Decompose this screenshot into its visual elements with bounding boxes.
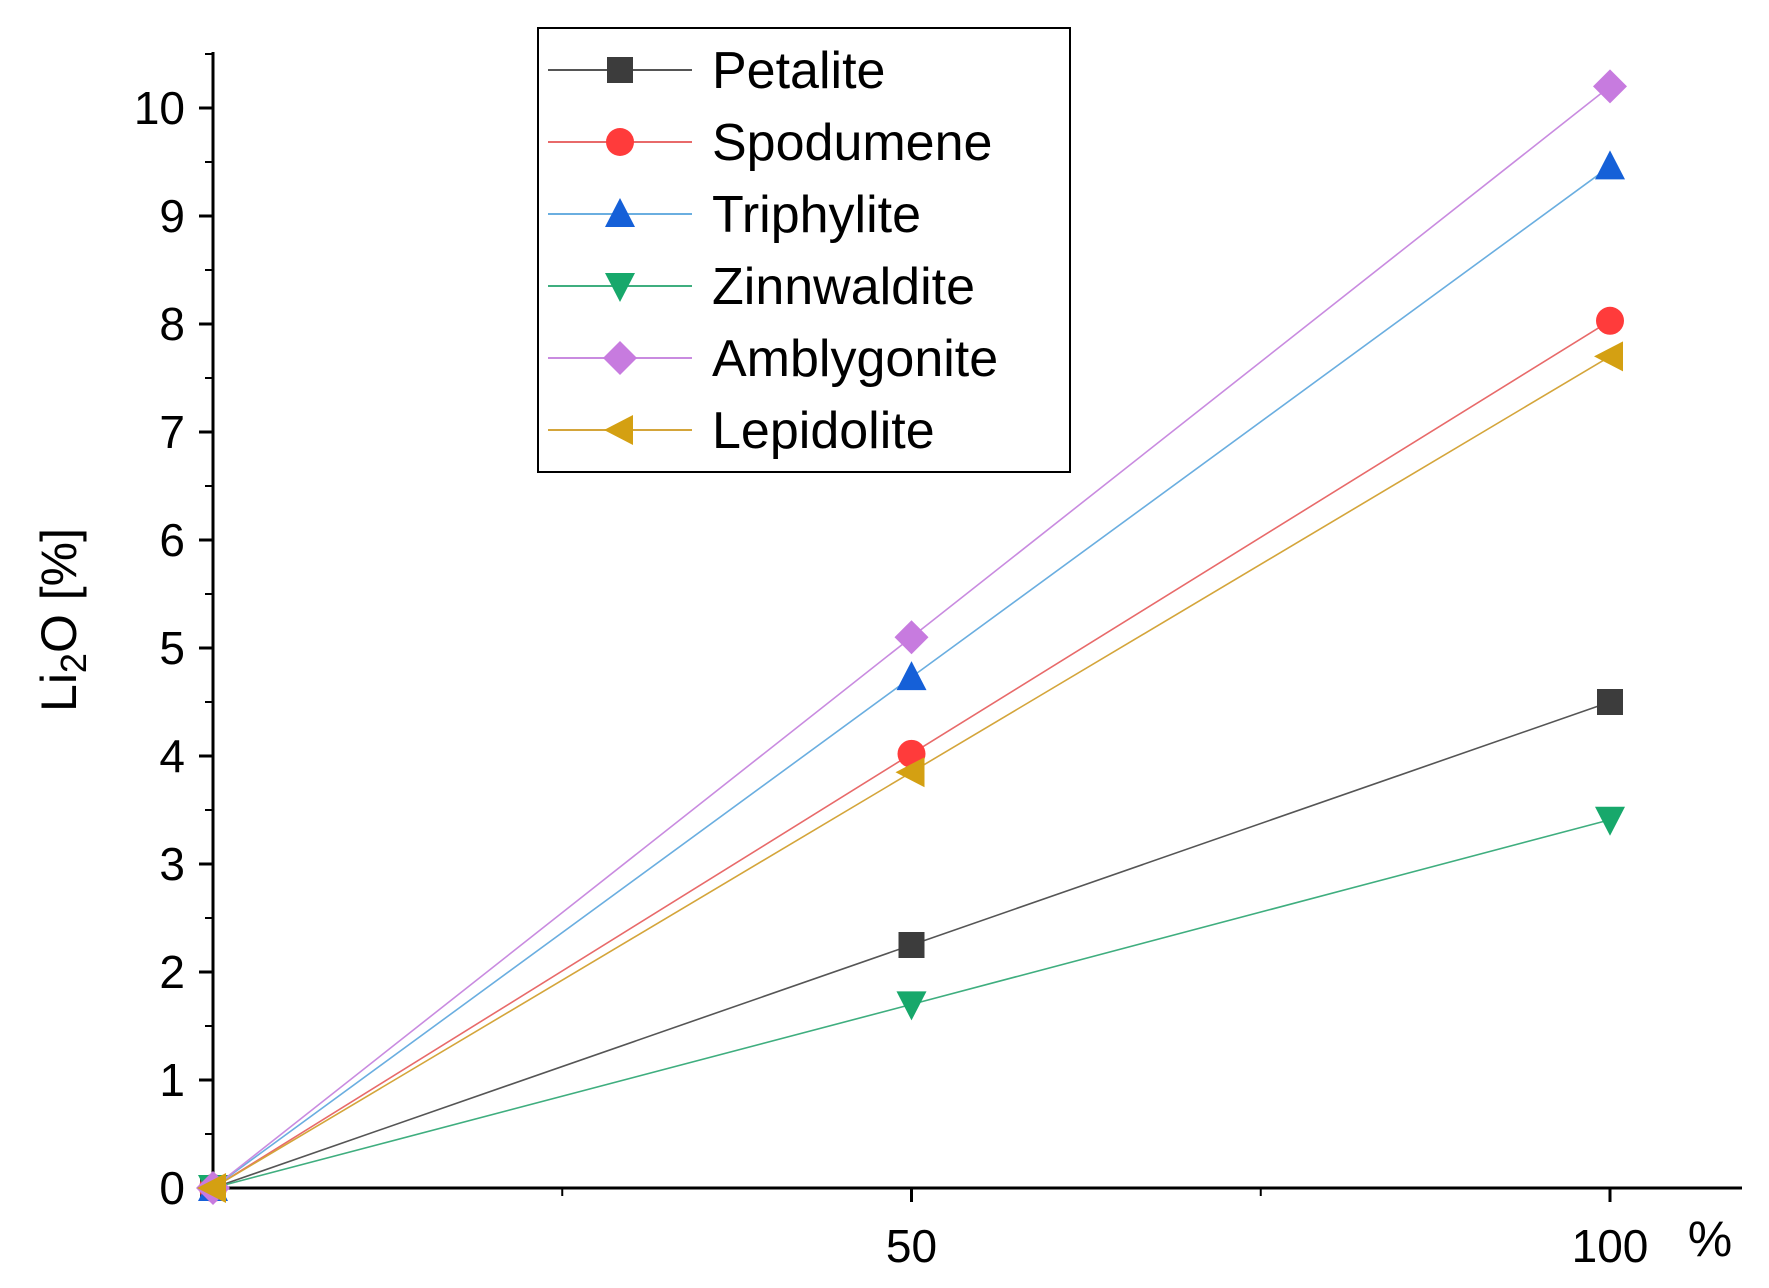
legend-item-lepidolite: Lepidolite bbox=[548, 402, 935, 460]
y-tick-label: 10 bbox=[134, 82, 185, 134]
y-tick-label: 1 bbox=[159, 1054, 185, 1106]
legend: Petalite Spodumene Triphylite Zinnwaldite Am… bbox=[537, 27, 1071, 473]
legend-label-amblygonite: Amblygonite bbox=[712, 330, 998, 388]
legend-marker-amblygonite bbox=[603, 341, 637, 375]
data-point-zinnwaldite bbox=[896, 991, 927, 1021]
legend-marker-lepidolite bbox=[604, 415, 633, 445]
data-point-triphylite bbox=[896, 661, 927, 691]
legend-item-triphylite: Triphylite bbox=[548, 186, 921, 244]
y-tick-label: 9 bbox=[159, 190, 185, 242]
legend-label-triphylite: Triphylite bbox=[712, 186, 921, 244]
legend-marker-spodumene bbox=[606, 128, 634, 156]
y-axis-title: Li2O [%] bbox=[31, 528, 94, 712]
x-tick-label: 50 bbox=[886, 1220, 937, 1272]
y-axis-title-subscript: 2 bbox=[53, 653, 94, 673]
series-layer bbox=[196, 69, 1627, 1205]
data-point-lepidolite bbox=[1594, 341, 1623, 372]
legend-marker-triphylite bbox=[605, 198, 635, 227]
data-point-spodumene bbox=[1596, 306, 1624, 335]
y-tick-label: 8 bbox=[159, 298, 185, 350]
y-tick-label: 2 bbox=[159, 946, 185, 998]
y-tick-label: 3 bbox=[159, 838, 185, 890]
series-lepidolite bbox=[197, 341, 1623, 1203]
y-tick-label: 7 bbox=[159, 406, 185, 458]
legend-label-petalite: Petalite bbox=[712, 42, 885, 100]
x-axis-title: % bbox=[1688, 1211, 1732, 1267]
data-point-lepidolite bbox=[895, 757, 925, 788]
axes bbox=[211, 52, 1742, 1190]
legend-item-spodumene: Spodumene bbox=[548, 114, 992, 172]
data-point-zinnwaldite bbox=[1595, 806, 1625, 836]
legend-label-zinnwaldite: Zinnwaldite bbox=[712, 258, 975, 316]
legend-item-amblygonite: Amblygonite bbox=[548, 330, 998, 388]
legend-item-zinnwaldite: Zinnwaldite bbox=[548, 258, 975, 316]
data-point-triphylite bbox=[1595, 150, 1625, 180]
y-tick-label: 5 bbox=[159, 622, 185, 674]
ticks: 0 1 2 3 4 5 6 7 8 9 10 50 100 bbox=[134, 53, 1649, 1272]
legend-marker-petalite bbox=[607, 57, 633, 83]
legend-label-lepidolite: Lepidolite bbox=[712, 402, 935, 460]
data-point-petalite bbox=[1597, 689, 1623, 715]
legend-marker-zinnwaldite bbox=[605, 273, 635, 302]
data-point-amblygonite bbox=[894, 620, 929, 655]
y-tick-label: 4 bbox=[159, 730, 185, 782]
data-point-petalite bbox=[898, 932, 925, 958]
legend-item-petalite: Petalite bbox=[548, 42, 885, 100]
data-point-lepidolite bbox=[197, 1173, 226, 1203]
series-zinnwaldite bbox=[198, 806, 1625, 1204]
legend-box bbox=[537, 27, 1071, 473]
y-axis-title-rest: O [%] bbox=[31, 528, 87, 653]
data-point-amblygonite bbox=[1593, 69, 1627, 104]
y-tick-label: 0 bbox=[159, 1162, 185, 1214]
x-tick-label: 100 bbox=[1572, 1220, 1649, 1272]
legend-label-spodumene: Spodumene bbox=[712, 114, 992, 172]
y-axis-title-base: Li bbox=[31, 673, 87, 712]
y-tick-label: 6 bbox=[159, 514, 185, 566]
